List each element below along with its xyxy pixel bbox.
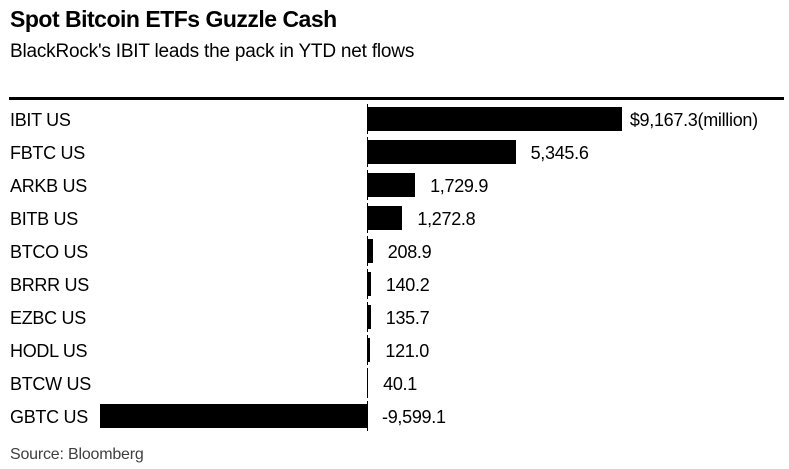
value-label: 208.9 bbox=[387, 242, 432, 262]
bar bbox=[367, 140, 516, 164]
chart-row: ARKB US 1,729.9 bbox=[0, 170, 789, 203]
chart-row: BTCW US 40.1 bbox=[0, 368, 789, 401]
bar bbox=[367, 338, 370, 362]
bar bbox=[367, 305, 371, 329]
chart-row: BRRR US 140.2 bbox=[0, 269, 789, 302]
category-label: BTCO US bbox=[10, 242, 88, 262]
bar-chart: IBIT US $9,167.3(million) FBTC US 5,345.6 AR… bbox=[0, 104, 789, 434]
chart-subtitle: BlackRock's IBIT leads the pack in YTD n… bbox=[10, 41, 415, 62]
chart-row: GBTC US -9,599.1 bbox=[0, 401, 789, 434]
chart-row: IBIT US $9,167.3(million) bbox=[0, 104, 789, 137]
category-label: BTCW US bbox=[10, 374, 91, 394]
value-label: 135.7 bbox=[385, 308, 430, 328]
value-label: 1,729.9 bbox=[430, 176, 489, 196]
category-label: ARKB US bbox=[10, 176, 87, 196]
category-label: FBTC US bbox=[10, 143, 85, 163]
chart-row: HODL US 121.0 bbox=[0, 335, 789, 368]
category-label: BITB US bbox=[10, 209, 78, 229]
category-label: GBTC US bbox=[10, 407, 88, 427]
bar bbox=[367, 371, 368, 395]
category-label: HODL US bbox=[10, 341, 88, 361]
value-label: 1,272.8 bbox=[417, 209, 476, 229]
chart-title: Spot Bitcoin ETFs Guzzle Cash bbox=[10, 6, 337, 32]
source-note: Source: Bloomberg bbox=[10, 446, 144, 463]
category-label: EZBC US bbox=[10, 308, 86, 328]
chart-row: FBTC US 5,345.6 bbox=[0, 137, 789, 170]
bar bbox=[367, 206, 402, 230]
chart-row: BITB US 1,272.8 bbox=[0, 203, 789, 236]
bar bbox=[367, 107, 622, 131]
bar bbox=[367, 272, 371, 296]
chart-row: EZBC US 135.7 bbox=[0, 302, 789, 335]
top-rule bbox=[9, 97, 784, 100]
bar bbox=[367, 173, 415, 197]
bar bbox=[367, 239, 373, 263]
value-label: -9,599.1 bbox=[382, 407, 446, 427]
category-label: BRRR US bbox=[10, 275, 89, 295]
value-label: 140.2 bbox=[385, 275, 430, 295]
bar bbox=[100, 404, 367, 428]
value-label: $9,167.3(million) bbox=[629, 110, 758, 130]
value-label: 121.0 bbox=[385, 341, 429, 361]
value-label: 40.1 bbox=[383, 374, 417, 394]
category-label: IBIT US bbox=[10, 110, 71, 130]
chart-row: BTCO US 208.9 bbox=[0, 236, 789, 269]
zero-axis-tick bbox=[367, 401, 368, 431]
value-label: 5,345.6 bbox=[530, 143, 589, 163]
